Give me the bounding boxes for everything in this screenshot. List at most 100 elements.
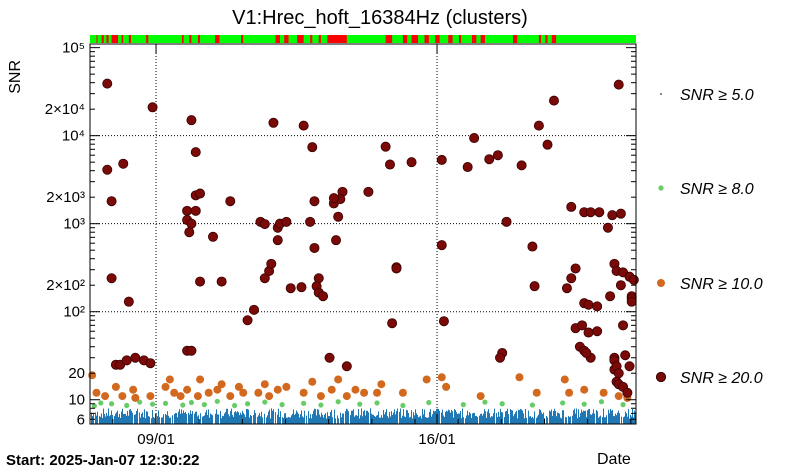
snr-5-bar	[511, 410, 512, 424]
snr-5-bar	[382, 417, 383, 424]
snr-5-bar	[313, 410, 314, 424]
snr-20-point	[307, 142, 318, 153]
snr-5-bar	[177, 417, 178, 424]
snr-5-band	[91, 408, 636, 424]
snr-5-bar	[594, 413, 595, 424]
snr-5-bar	[342, 413, 343, 424]
snr-5-bar	[209, 417, 210, 424]
snr-5-bar	[479, 415, 480, 424]
snr-5-bar	[469, 412, 470, 424]
snr-5-bar	[497, 416, 498, 424]
snr-8-point	[460, 402, 466, 408]
status-bar-segment	[448, 35, 453, 43]
snr-5-bar	[167, 411, 168, 424]
snr-8-point	[149, 401, 156, 407]
snr-8-point	[560, 400, 566, 406]
snr-5-bar	[174, 413, 175, 424]
snr-20-point	[145, 358, 156, 369]
snr-5-bar	[512, 410, 513, 424]
snr-5-bar	[208, 409, 209, 424]
snr-5-bar	[292, 413, 293, 424]
snr-5-bar	[152, 409, 153, 424]
snr-20-point	[190, 147, 201, 158]
snr-5-bar	[446, 410, 447, 424]
snr-5-bar	[241, 414, 242, 424]
snr-20-point	[309, 196, 320, 207]
snr-20-point	[622, 387, 633, 398]
snr-5-bar	[582, 412, 583, 424]
snr-20-point	[618, 320, 629, 331]
snr-5-bar	[239, 415, 240, 424]
snr-5-bar	[436, 408, 437, 424]
legend-marker	[655, 371, 667, 383]
snr-10-point	[88, 371, 97, 380]
snr-20-point	[529, 281, 540, 292]
snr-20-point	[328, 193, 339, 204]
snr-5-bar	[407, 410, 408, 424]
grid-lines	[90, 44, 636, 424]
snr-5-bar	[632, 409, 633, 424]
snr-5-bar	[389, 411, 390, 424]
snr-10-point	[532, 388, 541, 397]
snr-5-bar	[225, 412, 226, 424]
snr-5-bar	[393, 412, 394, 424]
snr-5-bar	[255, 412, 256, 424]
snr-5-bar	[91, 412, 92, 424]
plot-frame	[90, 44, 636, 424]
snr-5-bar	[435, 411, 436, 424]
snr-5-bar	[401, 417, 402, 424]
snr-8-point	[262, 399, 268, 405]
snr-5-bar	[608, 409, 609, 424]
snr-20-point	[363, 186, 374, 197]
snr-5-bar	[223, 416, 224, 424]
snr-5-bar	[101, 413, 102, 424]
snr-20-point	[592, 301, 603, 312]
y-axis-label: SNR	[7, 60, 24, 94]
snr-5-bar	[416, 413, 417, 424]
snr-5-bar	[573, 410, 574, 424]
snr-5-bar	[246, 409, 247, 424]
snr-5-bar	[191, 413, 192, 424]
snr-20-point	[182, 205, 193, 216]
x-tick-label: 16/01	[418, 431, 456, 448]
snr-5-bar	[309, 418, 310, 424]
snr-5-bar	[625, 411, 626, 424]
snr-5-bar	[627, 416, 628, 424]
snr-5-bar	[129, 409, 130, 424]
status-bar-segment	[121, 35, 124, 43]
snr-8-point	[335, 399, 341, 405]
snr-5-bar	[396, 411, 397, 424]
y-tick-label: 10	[68, 392, 85, 409]
snr-8-point	[180, 402, 186, 408]
snr-5-bar	[296, 410, 297, 424]
snr-5-bar	[114, 416, 115, 424]
snr-5-bar	[531, 417, 532, 424]
snr-8-point	[357, 401, 363, 407]
snr-10-point	[308, 377, 317, 386]
snr-5-bar	[272, 410, 273, 424]
status-bar-segment	[402, 35, 408, 43]
snr-5-bar	[447, 411, 448, 424]
snr-10-point	[239, 388, 248, 397]
snr-5-bar	[434, 411, 435, 424]
snr-10-point	[254, 388, 263, 397]
snr-5-bar	[143, 417, 144, 424]
snr-5-bar	[565, 416, 566, 424]
snr-5-bar	[470, 413, 471, 424]
snr-5-bar	[550, 411, 551, 424]
snr-20-point	[305, 216, 316, 227]
snr-5-bar	[581, 409, 582, 424]
y-tick-label: 20	[68, 365, 85, 382]
snr-5-bar	[122, 408, 123, 424]
snr-5-bar	[506, 410, 507, 424]
snr-20-point	[266, 258, 277, 269]
snr-20-point	[387, 318, 398, 329]
status-bar-segment	[545, 35, 548, 43]
status-bar-segment	[297, 35, 304, 43]
snr-5-bar	[320, 416, 321, 424]
snr-5-bar	[279, 417, 280, 424]
snr-5-bar	[549, 410, 550, 424]
snr-20-point	[436, 240, 447, 251]
snr-20-point	[190, 205, 201, 216]
snr-5-bar	[631, 416, 632, 424]
